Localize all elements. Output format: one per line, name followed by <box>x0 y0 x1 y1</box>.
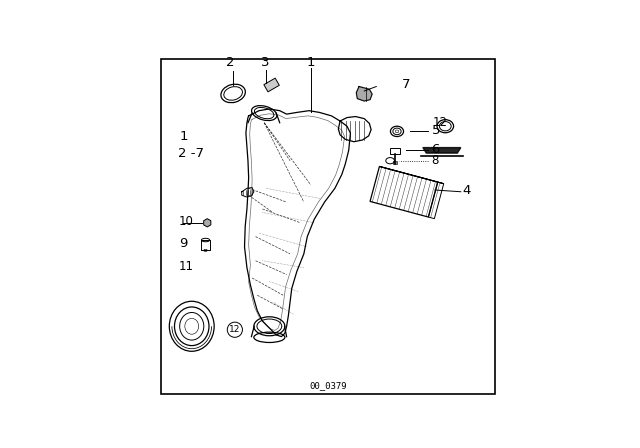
Text: 2 -7: 2 -7 <box>178 147 204 160</box>
Text: 1: 1 <box>307 56 315 69</box>
Polygon shape <box>204 219 211 227</box>
Polygon shape <box>264 78 279 92</box>
Text: 7: 7 <box>402 78 411 91</box>
Text: 6: 6 <box>431 143 440 156</box>
Text: 4: 4 <box>463 184 471 197</box>
Text: 10: 10 <box>179 215 194 228</box>
Text: 12: 12 <box>229 325 241 334</box>
Text: 3: 3 <box>261 56 269 69</box>
Bar <box>393 161 397 164</box>
Text: 12: 12 <box>433 116 447 129</box>
Text: 2: 2 <box>227 56 235 69</box>
Text: 5: 5 <box>431 124 440 137</box>
Polygon shape <box>356 86 372 101</box>
Polygon shape <box>423 147 461 153</box>
Text: 8: 8 <box>431 154 439 167</box>
Text: 1: 1 <box>180 130 188 143</box>
Text: 9: 9 <box>179 237 188 250</box>
Bar <box>390 147 401 155</box>
Text: 00_0379: 00_0379 <box>309 381 347 390</box>
Text: 11: 11 <box>179 260 194 273</box>
